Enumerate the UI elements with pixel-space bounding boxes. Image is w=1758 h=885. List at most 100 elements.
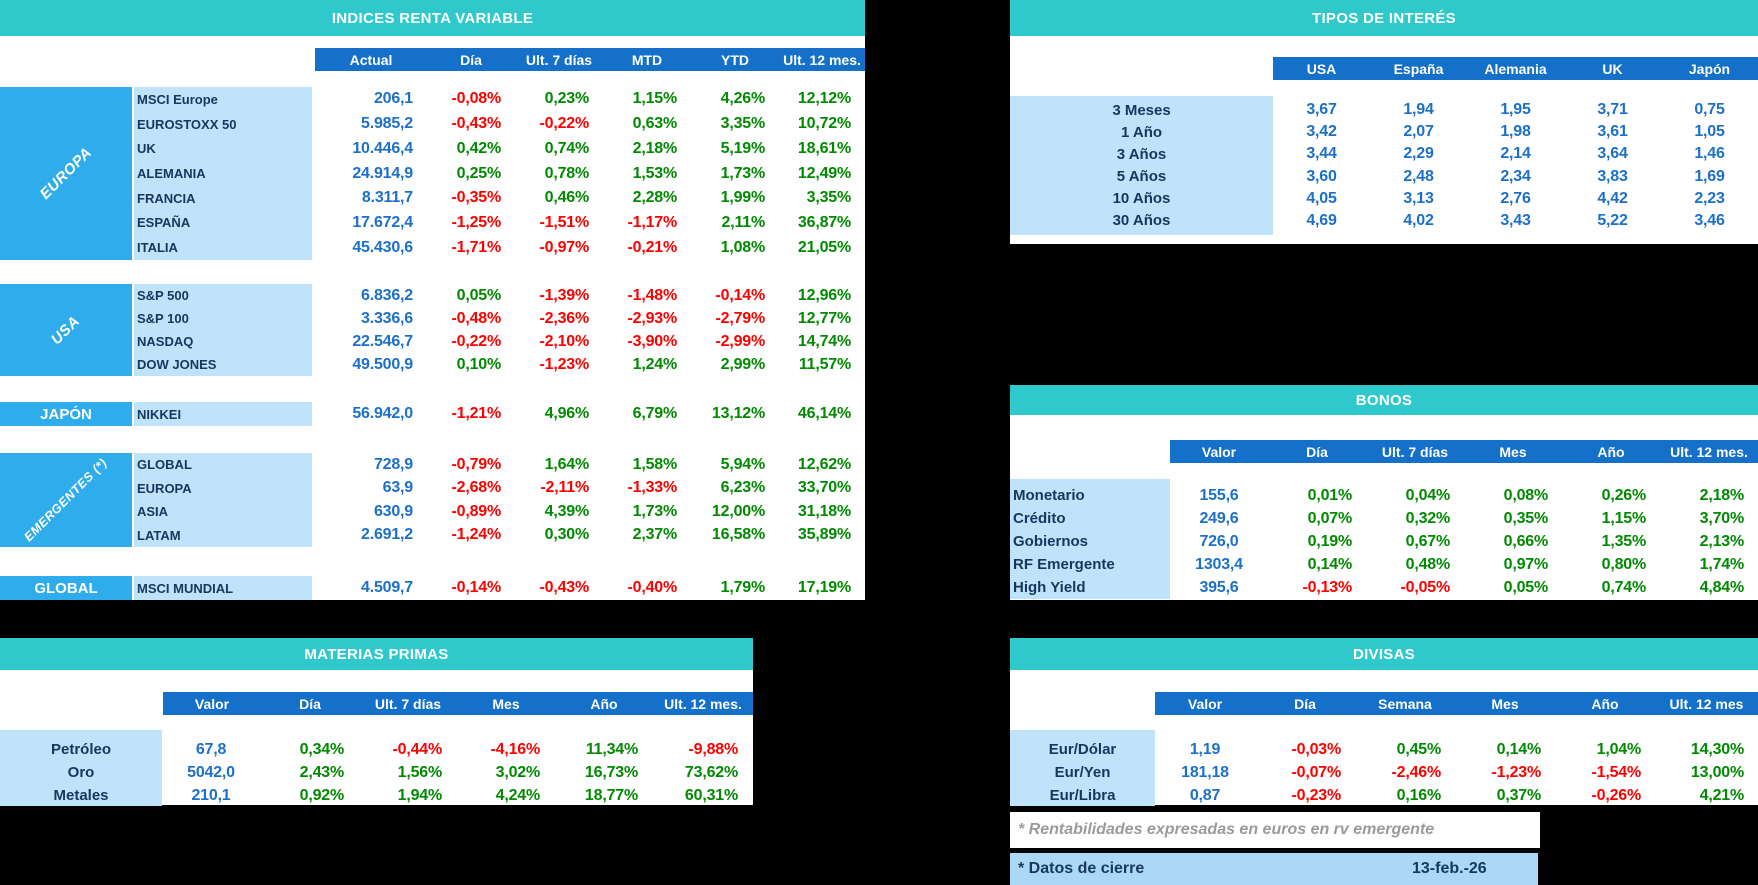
column-header: Ult. 12 mes (1669, 695, 1744, 712)
row-label: 30 Años (1112, 212, 1171, 230)
column-header: Ult. 7 días (525, 51, 593, 68)
bonos-label-block (1010, 479, 1170, 599)
row-label: 5 Años (1116, 168, 1167, 186)
column-header: Mes (1491, 695, 1519, 712)
section-rows: GLOBAL 728,9 -0,79% 1,64% 1,58% 5,94% 12,62% EU… (134, 453, 865, 547)
value-cell: 0,16% (1396, 786, 1442, 804)
value-cell: 0,05% (1503, 578, 1549, 596)
value-cell: 0,32% (1405, 509, 1451, 527)
value-cell: 0,37% (1496, 786, 1542, 804)
value-cell: 4,69 (1306, 211, 1337, 229)
value-cell: 0,97% (1503, 555, 1549, 573)
value-cell: 63,9 (382, 479, 414, 497)
section-rows: MSCI Europe 206,1 -0,08% 0,23% 1,15% 4,26% 12,… (134, 87, 865, 261)
value-cell: 17,19% (797, 579, 851, 596)
column-header: MTD (631, 51, 663, 68)
column-header: YTD (721, 51, 749, 68)
row-label: High Yield (1013, 579, 1086, 596)
value-cell: 12,49% (797, 164, 851, 182)
row-label: NASDAQ (134, 330, 312, 353)
column-header: Año (1597, 443, 1625, 460)
row-label: EUROSTOXX 50 (134, 111, 312, 137)
value-cell: -0,03% (1291, 740, 1342, 758)
table-row: ITALIA 45.430,6 -1,71% -0,97% -0,21% 1,08% 21,… (134, 235, 865, 261)
value-cell: 14,74% (797, 332, 851, 350)
value-cell: 2,28% (632, 189, 678, 207)
value-cell: -0,21% (627, 238, 678, 256)
column-header: Ult. 12 mes. (1670, 443, 1748, 460)
value-cell: 2,37% (632, 526, 678, 544)
column-header: USA (1306, 60, 1337, 77)
value-cell: 0,05% (456, 286, 502, 304)
value-cell: -1,48% (627, 286, 678, 304)
value-cell: 1,73% (720, 164, 766, 182)
value-cell: -0,44% (392, 740, 443, 758)
row-label: Monetario (1013, 487, 1085, 504)
table-row: ASIA 630,9 -0,89% 4,39% 1,73% 12,00% 31,18% (134, 500, 865, 524)
value-cell: 12,96% (797, 286, 851, 304)
table-row: UK 10.446,4 0,42% 0,74% 2,18% 5,19% 18,61% (134, 136, 865, 162)
table-row: GLOBAL 728,9 -0,79% 1,64% 1,58% 5,94% 12,62% (134, 453, 865, 477)
value-cell: 0,19% (1307, 532, 1353, 550)
table-row: Metales 210,1 0,92% 1,94% 4,24% 18,77% 60,31% (0, 784, 753, 807)
value-cell: 60,31% (684, 786, 738, 804)
value-cell: 1,24% (632, 355, 678, 373)
index-section: USA S&P 500 6.836,2 0,05% -1,39% -1,48% -0,14%… (0, 284, 865, 376)
column-header: España (1393, 60, 1444, 77)
value-cell: 1,73% (632, 502, 678, 520)
row-label: MSCI Europe (134, 87, 312, 112)
value-cell: 14,30% (1690, 740, 1744, 758)
column-header: Mes (492, 695, 520, 712)
value-cell: 16,58% (711, 526, 765, 544)
value-cell: 726,0 (1199, 532, 1239, 550)
row-label: EUROPA (134, 476, 312, 500)
value-cell: -0,22% (451, 332, 502, 350)
column-header: Valor (194, 695, 230, 712)
table-row: Petróleo 67,8 0,34% -0,44% -4,16% 11,34% -9,88… (0, 738, 753, 761)
value-cell: 1,69 (1694, 167, 1725, 185)
value-cell: -1,39% (539, 286, 590, 304)
value-cell: 2.691,2 (361, 526, 413, 544)
column-header: Alemania (1484, 60, 1547, 77)
table-row: ALEMANIA 24.914,9 0,25% 0,78% 1,53% 1,73% 12,4… (134, 161, 865, 186)
value-cell: 5.985,2 (361, 115, 413, 133)
row-label: ALEMANIA (134, 161, 312, 186)
value-cell: 0,23% (544, 90, 590, 108)
value-cell: 3,70% (1699, 509, 1745, 527)
value-cell: 5,94% (720, 455, 766, 473)
value-cell: 2,48 (1403, 167, 1434, 185)
column-header: Mes (1499, 443, 1527, 460)
value-cell: 35,89% (797, 526, 851, 544)
table-row: S&P 100 3.336,6 -0,48% -2,36% -2,93% -2,79% 12… (134, 307, 865, 330)
table-row: Monetario 155,6 0,01% 0,04% 0,08% 0,26% 2,18% (1010, 484, 1758, 507)
value-cell: 17.672,4 (352, 213, 413, 231)
value-cell: -4,16% (490, 740, 541, 758)
value-cell: -2,11% (540, 479, 589, 497)
category-label: GLOBAL (34, 579, 98, 597)
value-cell: 0,48% (1405, 555, 1451, 573)
emergentes-note-text: * Rentabilidades expresadas en euros en … (1018, 821, 1435, 838)
value-cell: 0,30% (544, 526, 590, 544)
datos-cierre-label: * Datos de cierre (1018, 860, 1145, 877)
value-cell: -1,21% (451, 405, 502, 422)
table-row: ESPAÑA 17.672,4 -1,25% -1,51% -1,17% 2,11% 36,… (134, 210, 865, 236)
row-label: Eur/Dólar (1048, 741, 1117, 758)
value-cell: -0,23% (1291, 786, 1342, 804)
table-row: 10 Años 4,05 3,13 2,76 4,42 2,23 (1010, 188, 1758, 210)
materias-column-header-bar: Valor Día Ult. 7 días Mes Año Ult. 12 mes. (163, 692, 753, 715)
value-cell: -1,33% (627, 479, 678, 497)
value-cell: -0,97% (539, 238, 590, 256)
value-cell: 4,96% (544, 405, 590, 422)
materias-rows: Petróleo 67,8 0,34% -0,44% -4,16% 11,34% -9,88… (0, 738, 753, 807)
column-header: Ult. 12 mes. (783, 51, 861, 68)
value-cell: 0,26% (1601, 486, 1647, 504)
value-cell: -0,48% (451, 309, 502, 327)
index-section: JAPÓN NIKKEI 56.942,0 -1,21% 4,96% 6,79% 13,12… (0, 402, 865, 426)
value-cell: -1,17% (627, 213, 678, 231)
value-cell: -0,07% (1291, 763, 1342, 781)
value-cell: 12,00% (711, 502, 765, 520)
table-row: RF Emergente 1303,4 0,14% 0,48% 0,97% 0,80% 1,… (1010, 553, 1758, 576)
bonos-rows: Monetario 155,6 0,01% 0,04% 0,08% 0,26% 2,18% C… (1010, 484, 1758, 599)
table-row: Oro 5042,0 2,43% 1,56% 3,02% 16,73% 73,62% (0, 761, 753, 784)
value-cell: 0,46% (544, 189, 590, 207)
